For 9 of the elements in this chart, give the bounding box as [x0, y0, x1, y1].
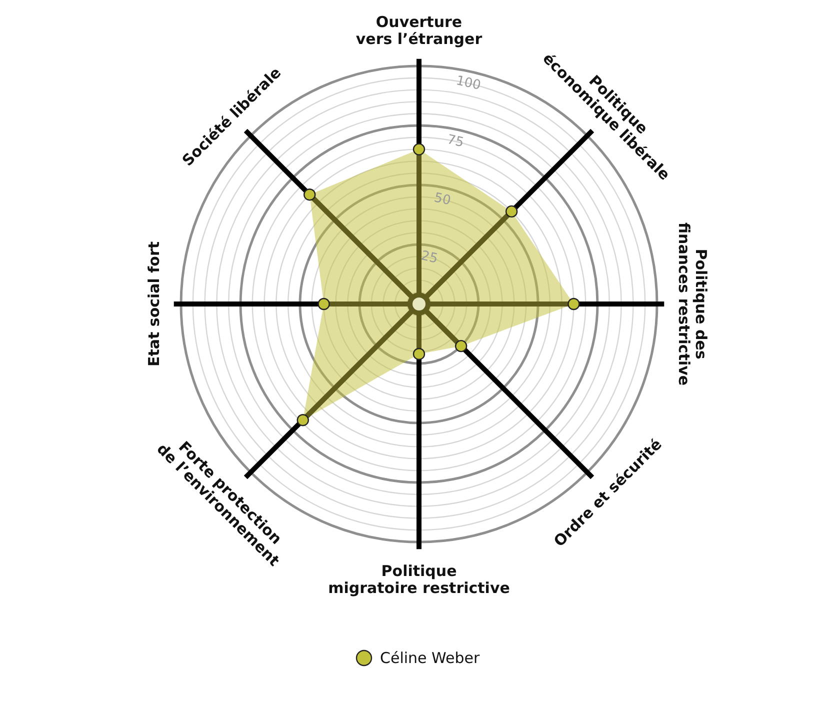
- y-tick-label: 50: [432, 190, 452, 209]
- legend-label: Céline Weber: [380, 649, 480, 667]
- y-tick-label: 100: [454, 73, 482, 94]
- spoke-label: Politique migratoire restrictive: [328, 562, 510, 597]
- spoke-label: Politique des finances restrictive: [675, 222, 710, 386]
- spoke-label: Etat social fort: [145, 241, 163, 367]
- spoke-label: Ouverture vers l’étranger: [356, 13, 483, 48]
- y-tick-label: 75: [446, 132, 466, 151]
- y-tick-label: 25: [420, 248, 440, 267]
